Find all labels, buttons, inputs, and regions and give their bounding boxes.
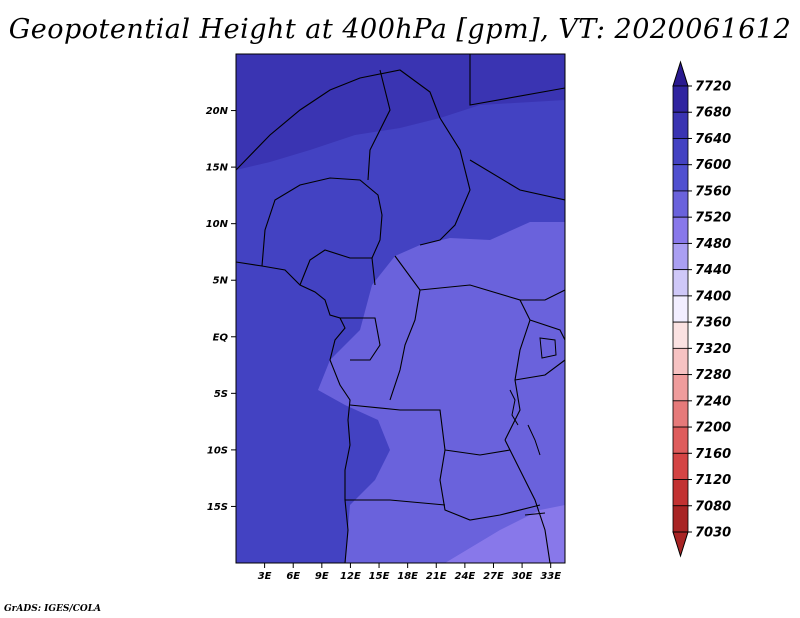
colorbar-label: 7280 bbox=[695, 368, 731, 383]
lon-tick-label: 6E bbox=[286, 571, 300, 582]
colorbar-label: 7400 bbox=[695, 289, 731, 304]
colorbar-segment bbox=[672, 321, 689, 349]
map-area: 20N 15N 10N 5N EQ 5S 10S 15S 3E 6E 9E 12E 15E 18E 21E… bbox=[206, 53, 566, 582]
colorbar-label: 7160 bbox=[695, 447, 731, 462]
colorbar-segment bbox=[672, 400, 689, 428]
lat-tick-label: 15N bbox=[206, 163, 229, 174]
colorbar-segment bbox=[672, 243, 689, 271]
lon-tick-label: 27E bbox=[483, 571, 504, 582]
lon-tick-label: 30E bbox=[512, 571, 533, 582]
lon-tick-label: 9E bbox=[315, 571, 329, 582]
colorbar-segment bbox=[672, 190, 689, 218]
lat-tick-label: 5N bbox=[213, 276, 229, 287]
latitude-axis: 20N 15N 10N 5N EQ 5S 10S 15S bbox=[206, 106, 236, 513]
lon-tick-label: 21E bbox=[426, 571, 447, 582]
colorbar-segment bbox=[672, 85, 689, 113]
field-band-7640 bbox=[236, 54, 565, 170]
colorbar-label: 7120 bbox=[695, 473, 731, 488]
colorbar-segment bbox=[672, 216, 689, 244]
colorbar-segment bbox=[672, 479, 689, 507]
colorbar-label: 7080 bbox=[695, 499, 731, 514]
colorbar-label: 7030 bbox=[695, 526, 731, 541]
colorbar-segment bbox=[672, 111, 689, 139]
colorbar-label: 7600 bbox=[695, 158, 731, 173]
lat-tick-label: 10N bbox=[206, 219, 229, 230]
lat-tick-label: 5S bbox=[214, 389, 228, 400]
field-band-7520 bbox=[445, 505, 565, 563]
colorbar-label: 7560 bbox=[695, 184, 731, 199]
colorbar-segment bbox=[672, 138, 689, 166]
lon-tick-label: 18E bbox=[397, 571, 418, 582]
colorbar-segment bbox=[672, 347, 689, 375]
colorbar-segment bbox=[672, 295, 689, 323]
lon-tick-label: 33E bbox=[540, 571, 561, 582]
colorbar-label: 7320 bbox=[695, 342, 731, 357]
colorbar-segment bbox=[672, 269, 689, 297]
colorbar-label: 7720 bbox=[695, 80, 731, 95]
lat-tick-label: 20N bbox=[206, 106, 229, 117]
longitude-axis: 3E 6E 9E 12E 15E 18E 21E 24E 27E 30E 33E bbox=[258, 563, 561, 582]
lon-tick-label: 12E bbox=[340, 571, 361, 582]
colorbar-label: 7440 bbox=[695, 263, 731, 278]
field-band-7560 bbox=[318, 222, 565, 563]
colorbar: 7720 7680 7640 7600 7560 7520 7480 7440 7400 7360… bbox=[672, 60, 731, 558]
software-credit: GrADS: IGES/COLA bbox=[4, 604, 102, 614]
colorbar-segment bbox=[672, 164, 689, 192]
colorbar-label: 7200 bbox=[695, 421, 731, 436]
lat-tick-label: EQ bbox=[213, 332, 229, 343]
colorbar-label: 7680 bbox=[695, 106, 731, 121]
colorbar-segment bbox=[672, 505, 689, 533]
colorbar-segment bbox=[672, 426, 689, 454]
lon-tick-label: 15E bbox=[369, 571, 390, 582]
lat-tick-label: 10S bbox=[207, 445, 228, 456]
colorbar-segment bbox=[672, 374, 689, 402]
colorbar-segment bbox=[672, 452, 689, 480]
colorbar-label: 7480 bbox=[695, 237, 731, 252]
map-frame bbox=[235, 53, 566, 564]
colorbar-label: 7360 bbox=[695, 316, 731, 331]
colorbar-label: 7240 bbox=[695, 394, 731, 409]
colorbar-bottom-arrow bbox=[672, 531, 689, 558]
lon-tick-label: 3E bbox=[258, 571, 272, 582]
lat-tick-label: 15S bbox=[207, 502, 228, 513]
colorbar-label: 7520 bbox=[695, 211, 731, 226]
coastlines-and-borders bbox=[236, 54, 565, 563]
map-title: Geopotential Height at 400hPa [gpm], VT:… bbox=[8, 14, 792, 45]
colorbar-top-arrow bbox=[672, 60, 689, 87]
colorbar-label: 7640 bbox=[695, 132, 731, 147]
lakes bbox=[509, 337, 557, 516]
lon-tick-label: 24E bbox=[454, 571, 475, 582]
